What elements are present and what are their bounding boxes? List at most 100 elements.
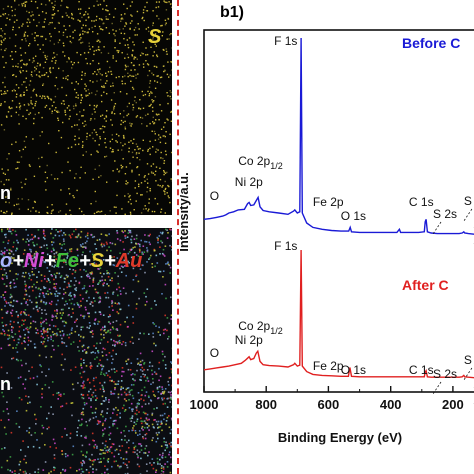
map-dot <box>144 437 147 440</box>
map-dot <box>109 279 111 281</box>
map-dot <box>132 109 134 111</box>
map-dot <box>21 198 23 200</box>
map-dot <box>94 93 97 96</box>
map-dot <box>155 254 158 257</box>
map-dot <box>69 209 71 212</box>
map-dot <box>119 252 121 254</box>
map-dot <box>128 150 130 153</box>
map-dot <box>89 263 91 266</box>
map-dot <box>18 161 20 163</box>
map-dot <box>77 234 80 237</box>
map-dot <box>121 149 123 151</box>
map-dot <box>15 111 17 114</box>
map-dot <box>161 186 163 188</box>
x-tick-label: 200 <box>442 397 464 412</box>
map-dot <box>76 189 78 192</box>
map-dot <box>21 186 23 189</box>
map-dot <box>58 292 61 295</box>
map-dot <box>111 277 113 279</box>
map-dot <box>44 234 46 237</box>
map-dot <box>43 74 45 76</box>
map-dot <box>106 283 108 285</box>
map-dot <box>79 268 82 271</box>
map-dot <box>64 249 67 251</box>
map-dot <box>61 450 63 452</box>
map-dot <box>6 277 8 279</box>
map-dot <box>45 345 48 347</box>
map-dot <box>162 135 164 137</box>
map-dot <box>33 273 35 276</box>
map-dot <box>65 94 68 97</box>
map-dot <box>1 391 3 394</box>
map-dot <box>53 7 55 9</box>
map-dot <box>115 406 117 409</box>
map-dot <box>165 48 167 50</box>
map-dot <box>50 336 52 338</box>
map-dot <box>134 34 136 36</box>
map-dot <box>115 320 118 322</box>
map-dot <box>30 74 33 76</box>
map-dot <box>12 28 14 31</box>
map-dot <box>141 366 144 369</box>
map-dot <box>92 73 94 75</box>
map-dot <box>78 143 80 145</box>
map-dot <box>165 131 167 133</box>
map-dot <box>79 424 81 427</box>
map-dot <box>31 61 34 64</box>
map-dot <box>70 329 73 331</box>
map-dot <box>113 460 116 463</box>
series-line <box>203 249 474 379</box>
map-dot <box>40 246 43 248</box>
map-dot <box>165 367 167 370</box>
map-dot <box>113 16 115 18</box>
map-dot <box>11 15 14 17</box>
map-dot <box>27 402 29 404</box>
map-dot <box>40 280 43 282</box>
map-dot <box>51 14 53 16</box>
map-dot <box>0 28 2 30</box>
map-dot <box>138 174 140 176</box>
map-dot <box>106 181 108 183</box>
map-dot <box>106 60 109 63</box>
map-dot <box>125 451 128 454</box>
map-dot <box>164 180 166 183</box>
map-dot <box>93 50 95 52</box>
map-dot <box>71 12 73 15</box>
map-dot <box>157 75 159 77</box>
map-dot <box>132 106 135 109</box>
map-dot <box>20 156 23 158</box>
map-dot <box>164 150 167 152</box>
map-dot <box>51 210 53 212</box>
map-dot <box>74 236 77 239</box>
map-dot <box>30 434 33 436</box>
map-dot <box>44 54 46 57</box>
map-dot <box>16 410 18 412</box>
map-dot <box>63 293 65 295</box>
map-dot <box>137 434 139 436</box>
map-dot <box>8 334 11 337</box>
map-dot <box>34 252 36 255</box>
map-dot <box>39 364 41 366</box>
map-dot <box>81 444 84 447</box>
map-dot <box>4 291 6 293</box>
map-dot <box>112 85 114 87</box>
map-dot <box>104 348 106 351</box>
map-dot <box>32 236 35 239</box>
map-dot <box>94 411 97 414</box>
map-dot <box>44 287 47 289</box>
map-dot <box>79 236 82 239</box>
map-dot <box>104 471 106 474</box>
map-dot <box>78 350 80 352</box>
map-dot <box>88 296 90 299</box>
map-dot <box>161 392 164 394</box>
map-dot <box>124 68 127 71</box>
map-dot <box>138 338 140 340</box>
map-dot <box>134 26 137 29</box>
map-dot <box>110 99 113 101</box>
map-dot <box>116 257 119 259</box>
peak-leader <box>432 381 442 395</box>
map-dot <box>166 192 168 194</box>
map-dot <box>117 51 119 54</box>
peak-label: O <box>210 189 219 203</box>
map-dot <box>82 33 84 35</box>
